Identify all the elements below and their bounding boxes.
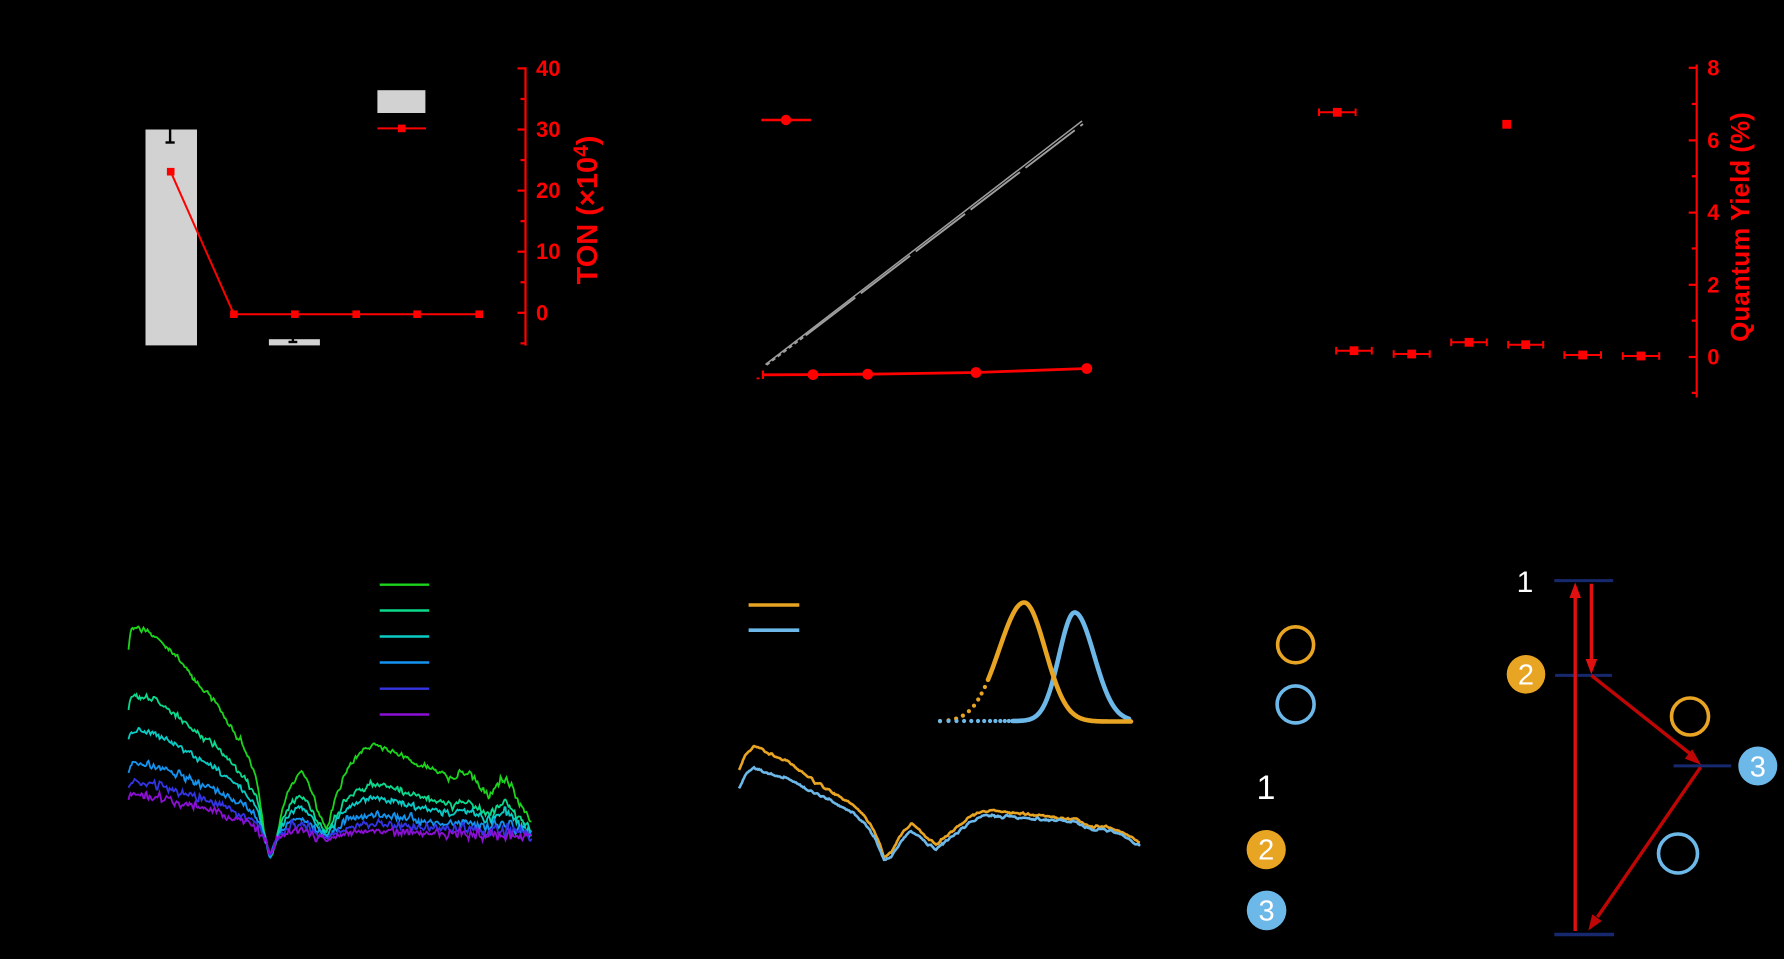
svg-text:2: 2 xyxy=(1258,835,1274,867)
svg-text:10: 10 xyxy=(536,239,560,264)
svg-text:3: 3 xyxy=(1259,896,1275,928)
svg-text:4: 4 xyxy=(1707,200,1720,225)
svg-text:1: 1 xyxy=(1257,769,1276,807)
svg-text:TON (×104): TON (×104) xyxy=(570,136,604,285)
svg-text:2: 2 xyxy=(1707,272,1719,297)
svg-text:40: 40 xyxy=(536,56,560,81)
svg-text:30: 30 xyxy=(536,117,560,142)
svg-text:8: 8 xyxy=(1707,55,1719,80)
svg-text:3: 3 xyxy=(1750,752,1766,784)
svg-text:6: 6 xyxy=(1707,128,1719,153)
svg-text:0: 0 xyxy=(536,300,548,325)
svg-text:Quantum Yield (%): Quantum Yield (%) xyxy=(1725,112,1755,342)
svg-text:0: 0 xyxy=(1707,345,1719,370)
svg-text:1: 1 xyxy=(1517,566,1534,599)
svg-text:2: 2 xyxy=(1518,660,1534,692)
svg-text:20: 20 xyxy=(536,178,560,203)
